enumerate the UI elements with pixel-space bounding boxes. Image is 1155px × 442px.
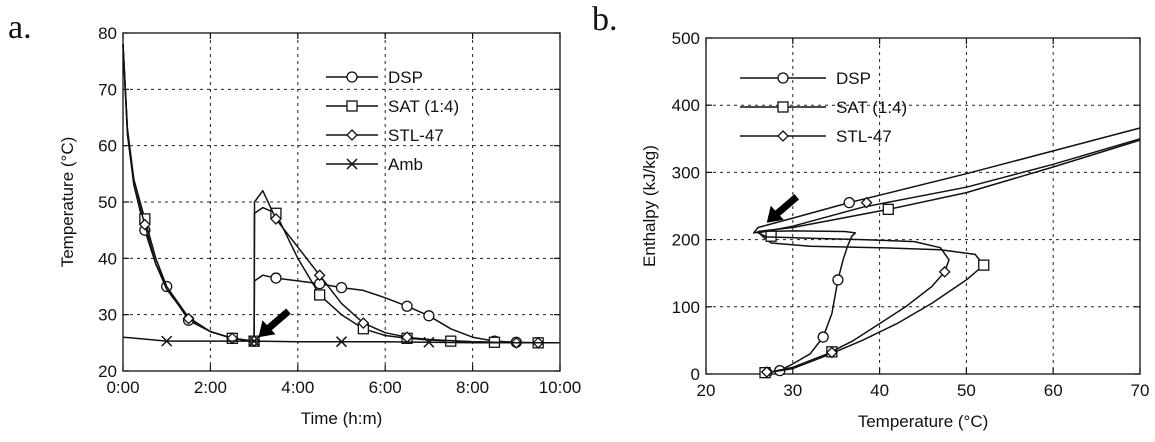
arrow-head bbox=[258, 320, 276, 338]
y-tick-label: 100 bbox=[672, 298, 700, 317]
x-tick-label: 10:00 bbox=[539, 378, 582, 397]
legend-label: SAT (1:4) bbox=[388, 97, 459, 116]
y-tick-label: 40 bbox=[98, 249, 117, 268]
data-point bbox=[882, 203, 894, 216]
data-point bbox=[832, 274, 844, 286]
data-point bbox=[825, 346, 838, 359]
y-tick-label: 30 bbox=[98, 306, 117, 325]
data-point bbox=[760, 366, 773, 378]
plot-frame bbox=[705, 37, 1141, 375]
legend-label: STL-47 bbox=[388, 126, 444, 145]
x-tick-label: 6:00 bbox=[369, 378, 402, 397]
legend-label: DSP bbox=[836, 69, 871, 88]
series-line bbox=[757, 138, 1141, 374]
data-point bbox=[423, 336, 435, 348]
legend-marker bbox=[346, 129, 358, 141]
data-point bbox=[313, 289, 326, 301]
legend-marker bbox=[777, 101, 789, 113]
data-point bbox=[182, 312, 195, 325]
y-axis-label: Temperature (°C) bbox=[58, 137, 77, 268]
y-axis-label: Enthalpy (kJ/kg) bbox=[640, 145, 659, 267]
x-tick-label: 50 bbox=[957, 381, 976, 400]
x-tick-label: 40 bbox=[870, 381, 889, 400]
data-point bbox=[335, 281, 348, 294]
y-tick-label: 500 bbox=[672, 29, 700, 48]
legend-label: STL-47 bbox=[836, 127, 892, 146]
data-point bbox=[270, 272, 282, 284]
legend-marker bbox=[777, 72, 789, 84]
chart-panel-b: 20 30 40 50 60 70 0 100 200 300 400 500 Temperature … bbox=[592, 1, 1149, 431]
data-point bbox=[860, 196, 873, 209]
arrow-annotation bbox=[258, 308, 291, 338]
y-tick-label: 300 bbox=[672, 163, 700, 182]
chart-panel-a: 0:00 2:00 4:00 6:00 8:00 10:00 20 30 40 50 60 70 80 T… bbox=[8, 9, 581, 428]
x-axis-label: Time (h:m) bbox=[301, 409, 383, 428]
data-point bbox=[423, 310, 435, 322]
panel-label: a. bbox=[8, 9, 32, 46]
y-tick-label: 20 bbox=[98, 362, 117, 381]
legend-label: DSP bbox=[388, 68, 423, 87]
x-tick-label: 0:00 bbox=[106, 378, 139, 397]
x-tick-label: 2:00 bbox=[194, 378, 227, 397]
y-tick-label: 60 bbox=[98, 137, 117, 156]
data-point bbox=[248, 335, 260, 347]
x-tick-label: 60 bbox=[1044, 381, 1063, 400]
x-tick-label: 8:00 bbox=[456, 378, 489, 397]
data-point bbox=[938, 265, 951, 278]
data-point bbox=[313, 269, 326, 282]
legend-marker bbox=[777, 130, 789, 142]
y-tick-label: 0 bbox=[691, 365, 700, 384]
arrow-shaft bbox=[265, 308, 291, 332]
legend-label: SAT (1:4) bbox=[836, 98, 907, 117]
x-tick-label: 30 bbox=[783, 381, 802, 400]
series-amb bbox=[122, 335, 560, 348]
data-point bbox=[270, 212, 282, 225]
x-tick-label: 70 bbox=[1131, 381, 1150, 400]
data-point bbox=[335, 336, 348, 348]
y-tick-label: 70 bbox=[98, 80, 117, 99]
y-tick-label: 80 bbox=[98, 24, 117, 43]
data-point bbox=[138, 218, 151, 231]
arrow-head bbox=[766, 205, 784, 223]
arrow-annotation bbox=[766, 194, 800, 223]
data-point bbox=[161, 335, 173, 347]
data-point bbox=[978, 259, 990, 271]
y-tick-label: 200 bbox=[672, 231, 700, 250]
x-axis-label: Temperature (°C) bbox=[858, 412, 989, 431]
data-point bbox=[357, 317, 370, 330]
series-stl-47 bbox=[757, 138, 1141, 378]
panel-label: b. bbox=[592, 1, 618, 38]
y-tick-label: 50 bbox=[98, 193, 117, 212]
arrow-shaft bbox=[773, 194, 800, 218]
legend-marker bbox=[346, 71, 358, 83]
series-line bbox=[752, 127, 1141, 374]
legend: DSP SAT (1:4) STL-47 Amb bbox=[326, 68, 459, 174]
legend-label: Amb bbox=[388, 155, 423, 174]
x-tick-label: 20 bbox=[697, 381, 716, 400]
legend-marker bbox=[346, 158, 358, 170]
data-point bbox=[843, 196, 855, 209]
y-tick-label: 400 bbox=[672, 96, 700, 115]
data-point bbox=[817, 331, 829, 343]
x-tick-label: 4:00 bbox=[281, 378, 314, 397]
data-point bbox=[401, 300, 413, 312]
series-dsp bbox=[752, 127, 1141, 379]
series-line bbox=[757, 139, 1141, 374]
legend: DSP SAT (1:4) STL-47 bbox=[740, 69, 907, 146]
legend-marker bbox=[346, 100, 358, 112]
